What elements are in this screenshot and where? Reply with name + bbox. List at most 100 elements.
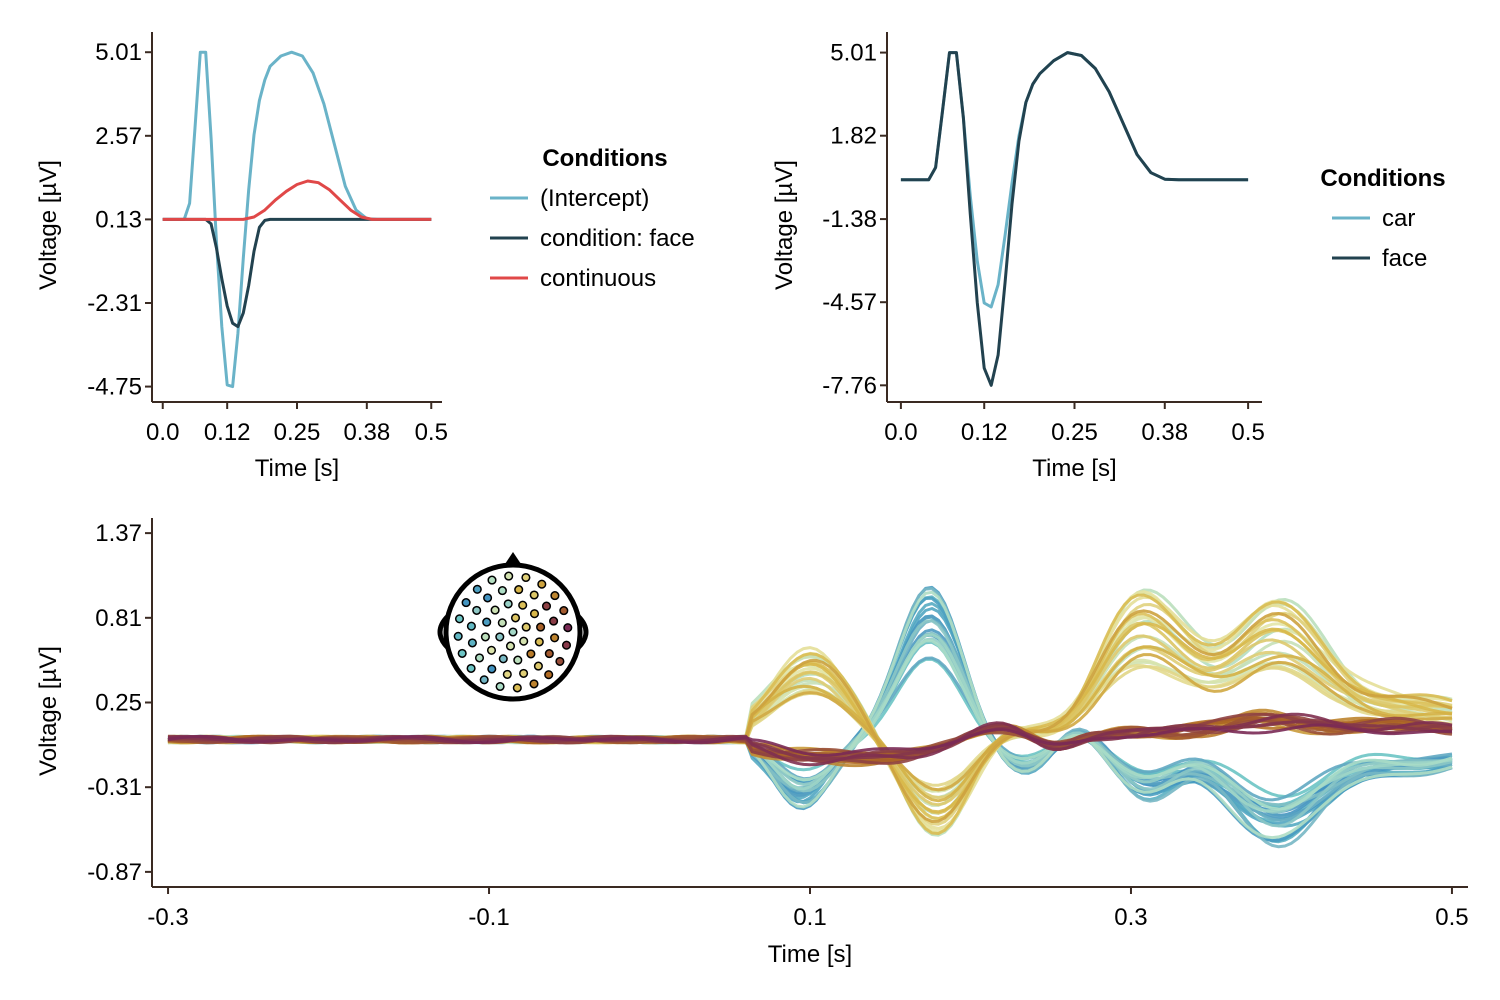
x-axis-label: Time [s] (255, 455, 339, 482)
electrode-dot (533, 661, 543, 671)
x-tick-label: -0.3 (147, 904, 188, 931)
series-line-condition-face (162, 217, 432, 329)
electrode-dot (495, 632, 505, 642)
electrode-dot (487, 575, 497, 585)
series-line-continuous (162, 179, 432, 221)
electrode-dot (514, 585, 524, 595)
channel-trace (167, 720, 1452, 761)
x-tick-label: 0.25 (1051, 419, 1098, 446)
electrode-dot (479, 675, 489, 685)
x-tick-label: 0.5 (1435, 904, 1468, 931)
electrode-dot (497, 618, 507, 628)
electrode-dot (544, 670, 554, 680)
electrode-dot (529, 590, 539, 600)
electrode-dot (526, 649, 536, 659)
y-axis-label: Voltage [µV] (35, 160, 62, 290)
legend: Conditions car face (1320, 165, 1445, 272)
channel-traces (167, 585, 1453, 849)
electrode-dot (529, 679, 539, 689)
electrode-dot (474, 653, 485, 663)
x-tick-label: 0.25 (274, 419, 321, 446)
channel-trace (167, 723, 1453, 757)
y-tick-label: -4.57 (822, 289, 877, 316)
electrode-dot (472, 584, 482, 594)
electrode-dot (495, 681, 505, 692)
electrode-dot (480, 632, 490, 642)
x-tick-label: 0.0 (884, 419, 917, 446)
electrode-dot (561, 640, 572, 650)
electrode-dot (504, 571, 514, 581)
y-tick-label: 1.37 (95, 520, 142, 547)
electrode-dot (490, 605, 500, 615)
x-tick-label: 0.0 (146, 419, 179, 446)
electrode-dot (483, 593, 493, 603)
chart-top-left: 5.01 2.57 0.13 -2.31 -4.750.0 0.12 0.25 0.38 0.5… (35, 32, 695, 482)
electrode-dot (550, 633, 560, 643)
legend-title: Conditions (1320, 165, 1445, 192)
y-axis-label: Voltage [µV] (771, 160, 798, 290)
electrode-dot (559, 606, 569, 616)
electrode-dot (534, 637, 544, 647)
legend-label: car (1382, 205, 1415, 232)
y-tick-label: -2.31 (87, 290, 142, 317)
electrode-dot (544, 649, 554, 659)
x-tick-label: 0.12 (961, 419, 1008, 446)
electrode-dot (472, 605, 482, 615)
electrode-dot (466, 621, 476, 631)
electrode-dot (549, 616, 559, 626)
legend-label: condition: face (540, 225, 695, 252)
electrode-dot (498, 654, 508, 664)
electrode-dot (519, 636, 529, 646)
topo-head-inset (437, 552, 589, 702)
y-tick-label: 2.57 (95, 123, 142, 150)
electrode-dot (536, 622, 546, 632)
electrode-dot (529, 609, 540, 619)
electrode-dot (487, 664, 497, 674)
y-tick-label: 1.82 (830, 123, 877, 150)
electrode-dot (521, 622, 531, 632)
x-axis-label: Time [s] (768, 941, 852, 968)
electrode-dot (555, 656, 565, 666)
electrode-dot (497, 586, 507, 596)
electrode-dot (508, 627, 518, 637)
electrode-dot (505, 641, 516, 651)
electrode-dot (518, 600, 528, 610)
chart-bottom-butterfly: 1.37 0.81 0.25 -0.31 -0.87-0.3 -0.1 0.1 0.3 0.5 T… (35, 518, 1469, 968)
x-tick-label: -0.1 (468, 904, 509, 931)
y-axis-label: Voltage [µV] (35, 646, 62, 776)
y-tick-label: 0.13 (95, 206, 142, 233)
y-tick-label: -7.76 (822, 372, 877, 399)
electrode-dot (454, 614, 465, 624)
x-axis-label: Time [s] (1032, 455, 1116, 482)
electrode-dot (513, 655, 523, 665)
y-tick-label: 5.01 (830, 40, 877, 67)
electrode-dot (457, 648, 467, 658)
y-tick-label: -4.75 (87, 374, 142, 401)
x-tick-label: 0.12 (204, 419, 251, 446)
y-tick-label: 5.01 (95, 39, 142, 66)
electrode-dot (466, 663, 476, 673)
electrode-dot (461, 598, 471, 608)
x-tick-label: 0.38 (1141, 419, 1188, 446)
legend-title: Conditions (542, 145, 667, 172)
x-tick-label: 0.1 (793, 904, 826, 931)
electrode-dot (467, 638, 477, 648)
y-tick-label: -0.31 (87, 774, 142, 801)
electrode-dot (510, 613, 521, 623)
electrode-dot (486, 645, 497, 655)
electrode-dot (550, 591, 560, 601)
x-tick-label: 0.3 (1114, 904, 1147, 931)
x-tick-label: 0.38 (343, 419, 390, 446)
electrode-dot (512, 683, 522, 693)
x-tick-label: 0.5 (1231, 419, 1264, 446)
electrode-dot (502, 669, 512, 679)
electrode-dot (453, 631, 463, 641)
chart-top-right: 5.01 1.82 -1.38 -4.57 -7.76 0.0 0.12 0.25 0.38 0.… (771, 32, 1446, 482)
legend-label: continuous (540, 265, 656, 292)
legend-label: face (1382, 245, 1427, 272)
electrode-dot (521, 572, 531, 583)
electrode-dot (519, 668, 529, 678)
electrode-dot (541, 601, 552, 611)
y-tick-label: -1.38 (822, 206, 877, 233)
